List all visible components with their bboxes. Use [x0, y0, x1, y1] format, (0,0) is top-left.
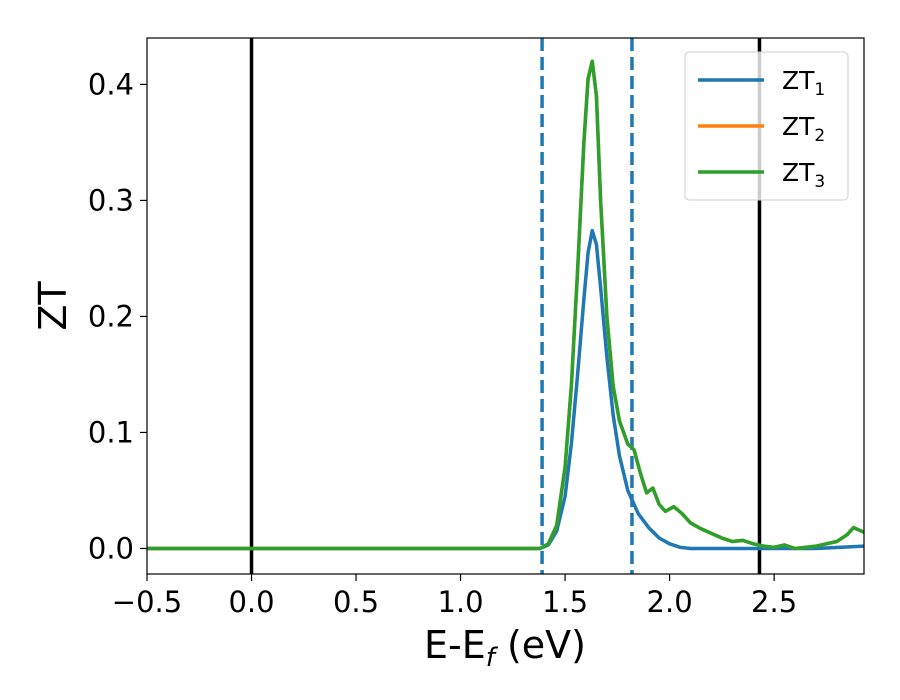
x-tick-label: 0.5: [333, 585, 379, 619]
legend-label-zt3: ZT3: [782, 158, 825, 192]
x-tick-label: 2.5: [751, 585, 797, 619]
x-axis-label: E-Ef (eV): [424, 623, 586, 673]
x-tick-label: 1.5: [542, 585, 588, 619]
series-layer: [147, 59, 864, 551]
series-line-zt3: [147, 59, 864, 551]
x-axis-label-unit: (eV): [495, 623, 586, 667]
legend-frame: [684, 51, 849, 201]
y-axis-ticks: 0.0 0.1 0.2 0.3 0.4: [88, 67, 147, 565]
x-tick-label: 1.0: [437, 585, 483, 619]
plot-frame: [146, 37, 865, 575]
y-tick-label: 0.2: [88, 299, 134, 333]
legend-label-zt1: ZT1: [782, 66, 825, 100]
y-tick-label: 0.0: [88, 531, 134, 565]
x-tick-label: 0.0: [228, 585, 274, 619]
y-tick-label: 0.1: [88, 415, 134, 449]
legend: ZT1 ZT2 ZT3: [684, 51, 849, 201]
x-axis-label-main: E-E: [424, 623, 486, 667]
x-tick-label: 2.0: [647, 585, 693, 619]
x-axis-ticks: −0.5 0.0 0.5 1.0 1.5 2.0 2.5: [112, 574, 797, 619]
y-tick-label: 0.3: [88, 183, 134, 217]
series-line-zt1: [147, 228, 864, 551]
y-tick-label: 0.4: [88, 67, 134, 101]
x-tick-label: −0.5: [112, 585, 182, 619]
y-axis-label: ZT: [31, 281, 75, 331]
legend-label-zt2: ZT2: [782, 112, 825, 146]
